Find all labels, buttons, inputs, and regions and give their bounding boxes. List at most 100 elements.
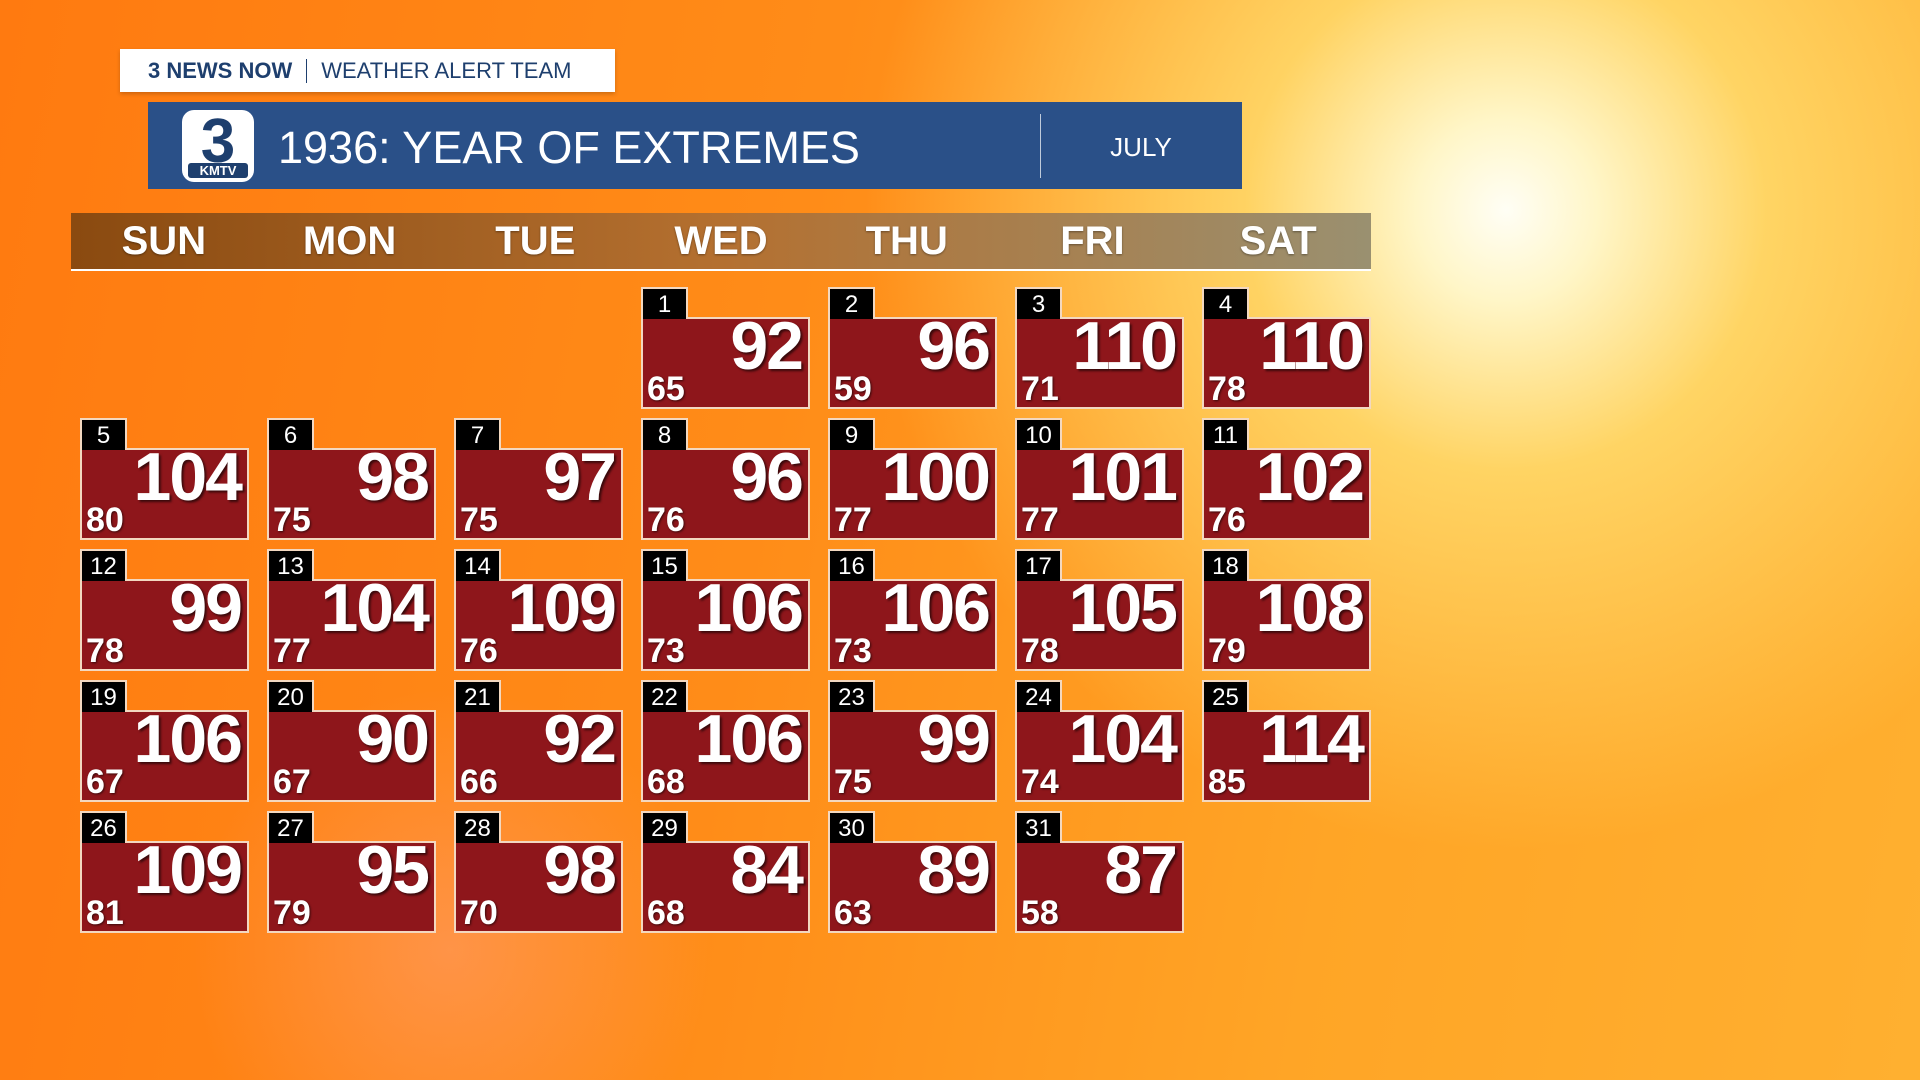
high-temp: 99 (917, 701, 991, 777)
weekday: SAT (1239, 219, 1317, 263)
day-number: 7 (454, 418, 501, 450)
day-box: 96 59 (828, 308, 997, 409)
day-number: 23 (828, 680, 875, 712)
high-temp: 98 (543, 832, 617, 908)
low-temp: 79 (1208, 632, 1246, 670)
day-number: 13 (267, 549, 314, 581)
low-temp: 73 (834, 632, 872, 670)
day-cell: 101 77 10 (1015, 418, 1184, 540)
day-box: 98 75 (267, 439, 436, 540)
day-cell: 87 58 31 (1015, 811, 1184, 933)
high-temp: 101 (1068, 439, 1178, 515)
day-cell: 100 77 9 (828, 418, 997, 540)
day-number: 3 (1015, 287, 1062, 319)
day-number: 27 (267, 811, 314, 843)
low-temp: 78 (86, 632, 124, 670)
day-box: 105 78 (1015, 570, 1184, 671)
day-cell: 92 66 21 (454, 680, 623, 802)
low-temp: 75 (273, 501, 311, 539)
day-box: 90 67 (267, 701, 436, 802)
day-number: 20 (267, 680, 314, 712)
day-number: 30 (828, 811, 875, 843)
day-number: 1 (641, 287, 688, 319)
high-temp: 97 (543, 439, 617, 515)
day-cell: 99 75 23 (828, 680, 997, 802)
day-box: 110 71 (1015, 308, 1184, 409)
high-temp: 114 (1259, 701, 1365, 777)
day-cell: 90 67 20 (267, 680, 436, 802)
day-cell: 106 67 19 (80, 680, 249, 802)
low-temp: 77 (273, 632, 311, 670)
day-cell: 98 70 28 (454, 811, 623, 933)
day-box: 96 76 (641, 439, 810, 540)
weekday: FRI (1060, 219, 1125, 263)
low-temp: 81 (86, 894, 124, 932)
weekday-bar: SUN MON TUE WED THU FRI SAT (71, 213, 1371, 271)
high-temp: 106 (133, 701, 243, 777)
high-temp: 92 (730, 308, 804, 384)
day-number: 6 (267, 418, 314, 450)
month: JULY (1110, 132, 1172, 162)
high-temp: 96 (730, 439, 804, 515)
day-box: 106 68 (641, 701, 810, 802)
low-temp: 67 (273, 763, 311, 801)
day-box: 95 79 (267, 832, 436, 933)
low-temp: 78 (1208, 370, 1246, 408)
day-cell: 95 79 27 (267, 811, 436, 933)
high-temp: 106 (694, 701, 804, 777)
day-box: 102 76 (1202, 439, 1371, 540)
day-number: 21 (454, 680, 501, 712)
day-box: 87 58 (1015, 832, 1184, 933)
high-temp: 98 (356, 439, 430, 515)
low-temp: 66 (460, 763, 498, 801)
high-temp: 100 (881, 439, 991, 515)
low-temp: 71 (1021, 370, 1059, 408)
day-box: 89 63 (828, 832, 997, 933)
low-temp: 79 (273, 894, 311, 932)
day-number: 2 (828, 287, 875, 319)
day-cell: 92 65 1 (641, 287, 810, 409)
day-cell: 96 59 2 (828, 287, 997, 409)
high-temp: 109 (133, 832, 243, 908)
day-number: 31 (1015, 811, 1062, 843)
day-number: 12 (80, 549, 127, 581)
title: 1936: YEAR OF EXTREMES (278, 122, 860, 173)
day-number: 4 (1202, 287, 1249, 319)
low-temp: 63 (834, 894, 872, 932)
day-number: 25 (1202, 680, 1249, 712)
day-cell: 109 81 26 (80, 811, 249, 933)
day-number: 16 (828, 549, 875, 581)
low-temp: 58 (1021, 894, 1059, 932)
day-cell: 99 78 12 (80, 549, 249, 671)
high-temp: 110 (1259, 308, 1365, 384)
day-cell: 110 71 3 (1015, 287, 1184, 409)
low-temp: 76 (1208, 501, 1246, 539)
low-temp: 65 (647, 370, 685, 408)
high-temp: 104 (133, 439, 243, 515)
day-cell: 84 68 29 (641, 811, 810, 933)
day-number: 26 (80, 811, 127, 843)
day-cell: 97 75 7 (454, 418, 623, 540)
day-cell: 105 78 17 (1015, 549, 1184, 671)
high-temp: 96 (917, 308, 991, 384)
title-bar: 3 KMTV 1936: YEAR OF EXTREMES JULY (148, 102, 1242, 189)
high-temp: 84 (730, 832, 804, 908)
day-box: 106 73 (641, 570, 810, 671)
day-box: 104 77 (267, 570, 436, 671)
day-box: 100 77 (828, 439, 997, 540)
day-box: 108 79 (1202, 570, 1371, 671)
day-number: 24 (1015, 680, 1062, 712)
day-cell: 89 63 30 (828, 811, 997, 933)
day-box: 92 65 (641, 308, 810, 409)
day-cell: 104 77 13 (267, 549, 436, 671)
day-box: 101 77 (1015, 439, 1184, 540)
day-box: 114 85 (1202, 701, 1371, 802)
separator (306, 58, 308, 83)
low-temp: 68 (647, 763, 685, 801)
brand: 3 NEWS NOW (148, 57, 293, 83)
day-box: 106 67 (80, 701, 249, 802)
high-temp: 104 (320, 570, 430, 646)
day-box: 104 74 (1015, 701, 1184, 802)
day-number: 19 (80, 680, 127, 712)
